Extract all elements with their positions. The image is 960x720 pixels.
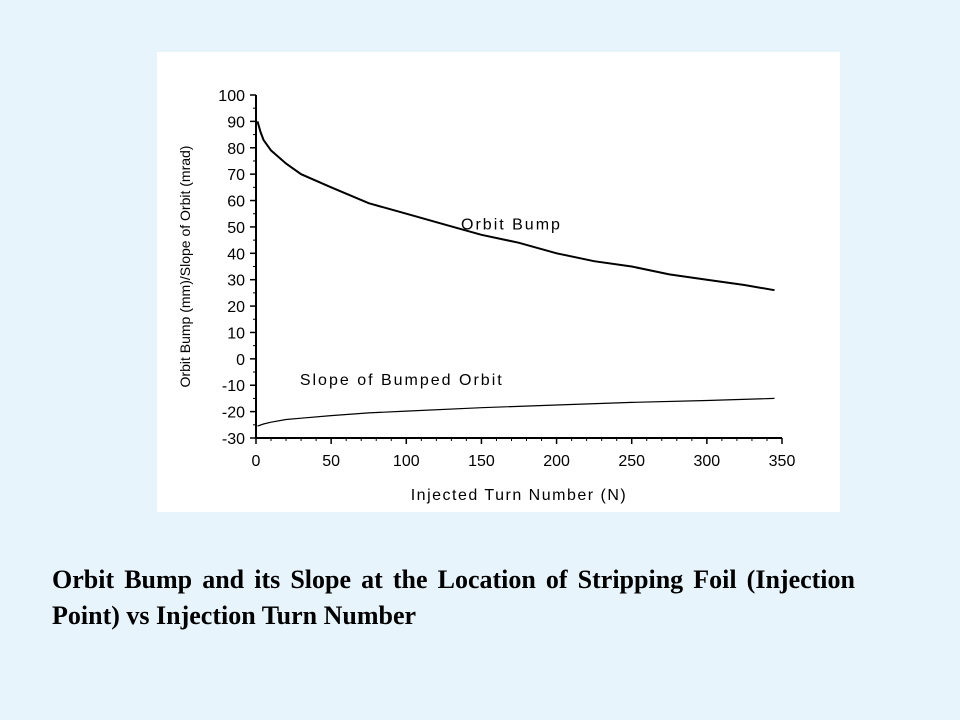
x-tick-label: 50 [322, 453, 340, 470]
series-line-2 [257, 397, 775, 427]
caption: Orbit Bump and its Slope at the Location… [52, 565, 855, 630]
y-tick-label: 50 [227, 220, 245, 237]
x-axis-label: Injected Turn Number (N) [411, 487, 628, 504]
series-label-2: Slope of Bumped Orbit [300, 372, 504, 389]
y-tick-label: -30 [222, 431, 245, 448]
x-tick-label: 200 [543, 453, 570, 470]
y-tick-label: 100 [218, 88, 245, 105]
series-label-1: Orbit Bump [461, 217, 562, 234]
y-axis-label: Orbit Bump (mm)/Slope of Orbit (mrad) [177, 146, 193, 388]
y-tick-label: 20 [227, 299, 245, 316]
y-tick-label: 30 [227, 273, 245, 290]
y-tick-label: 40 [227, 246, 245, 263]
y-tick-label: -10 [222, 378, 245, 395]
y-tick-label: 10 [227, 325, 245, 342]
x-tick-label: 300 [694, 453, 721, 470]
x-tick-label: 0 [252, 453, 261, 470]
y-tick-label: 0 [236, 352, 245, 369]
series-line-1 [256, 121, 775, 292]
x-tick-label: 350 [769, 453, 796, 470]
x-tick-label: 100 [393, 453, 420, 470]
x-tick-label: 150 [468, 453, 495, 470]
y-tick-label: 60 [227, 194, 245, 211]
y-tick-label: 80 [227, 141, 245, 158]
y-tick-label: 70 [227, 167, 245, 184]
y-tick-label: -20 [222, 405, 245, 422]
y-tick-label: 90 [227, 114, 245, 131]
x-tick-label: 250 [618, 453, 645, 470]
chart-panel: 100 90 80 70 60 50 40 30 20 10 0 -10 -20 -30 0 50 100 150… [157, 52, 840, 512]
